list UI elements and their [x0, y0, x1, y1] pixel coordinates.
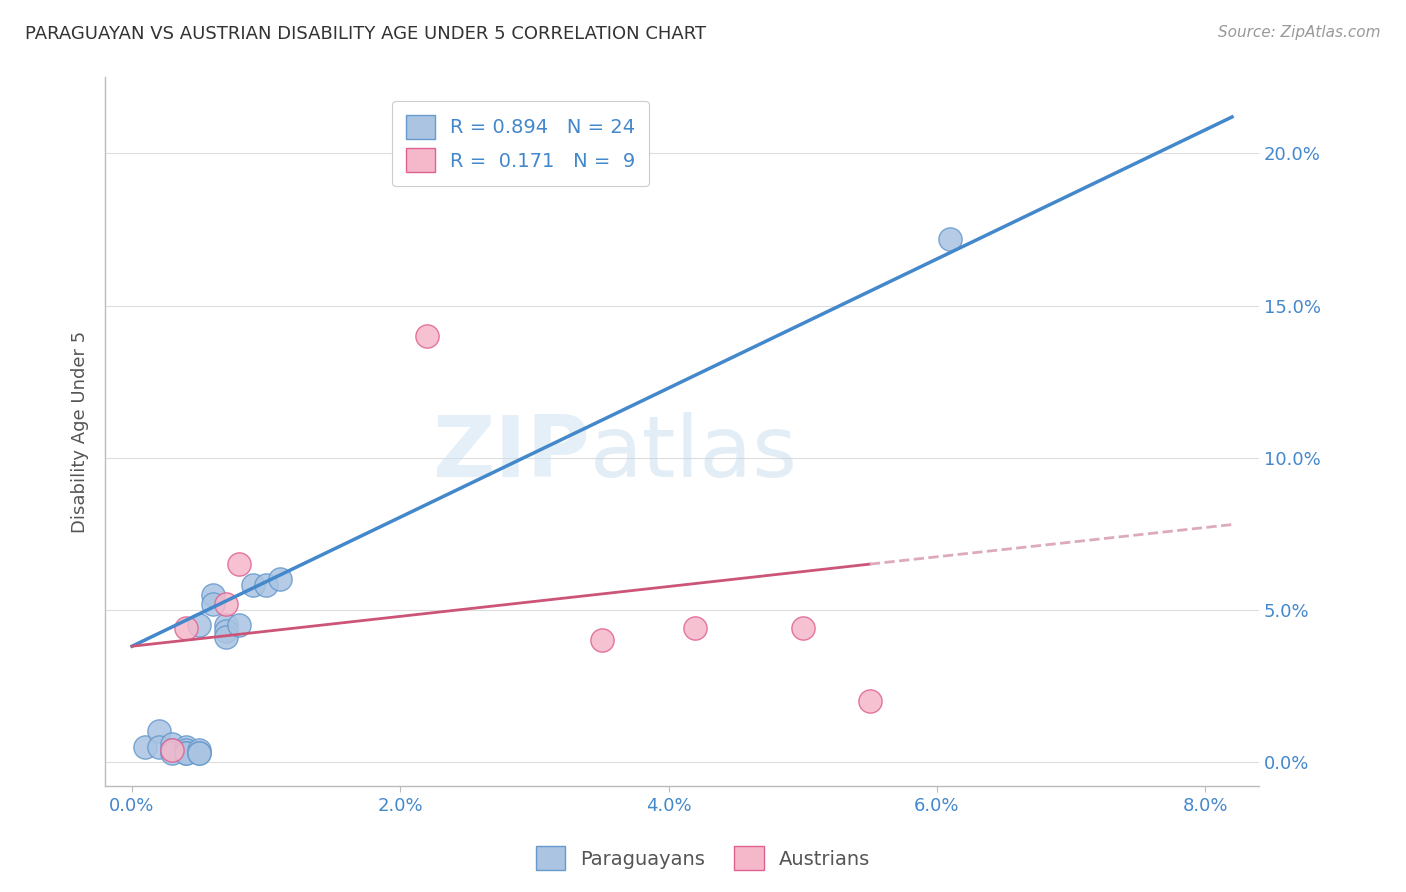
Point — [939, 232, 962, 246]
Point — [174, 746, 197, 760]
Point — [792, 621, 814, 635]
Text: PARAGUAYAN VS AUSTRIAN DISABILITY AGE UNDER 5 CORRELATION CHART: PARAGUAYAN VS AUSTRIAN DISABILITY AGE UN… — [25, 25, 706, 43]
Point — [134, 739, 156, 754]
Point — [188, 618, 211, 632]
Point — [242, 578, 264, 592]
Y-axis label: Disability Age Under 5: Disability Age Under 5 — [72, 331, 89, 533]
Point — [269, 572, 291, 586]
Point — [201, 588, 224, 602]
Point — [174, 621, 197, 635]
Point — [174, 746, 197, 760]
Point — [162, 746, 184, 760]
Legend: R = 0.894   N = 24, R =  0.171   N =  9: R = 0.894 N = 24, R = 0.171 N = 9 — [392, 102, 650, 186]
Point — [162, 742, 184, 756]
Legend: Paraguayans, Austrians: Paraguayans, Austrians — [527, 838, 879, 878]
Point — [148, 724, 170, 739]
Point — [228, 557, 250, 571]
Text: ZIP: ZIP — [432, 411, 589, 494]
Point — [215, 597, 238, 611]
Point — [188, 746, 211, 760]
Point — [215, 630, 238, 644]
Text: Source: ZipAtlas.com: Source: ZipAtlas.com — [1218, 25, 1381, 40]
Point — [188, 746, 211, 760]
Point — [201, 597, 224, 611]
Point — [174, 742, 197, 756]
Point — [859, 694, 882, 708]
Point — [174, 739, 197, 754]
Point — [215, 624, 238, 638]
Point — [215, 618, 238, 632]
Point — [591, 633, 613, 648]
Point — [228, 618, 250, 632]
Point — [148, 739, 170, 754]
Point — [188, 742, 211, 756]
Point — [162, 737, 184, 751]
Point — [685, 621, 707, 635]
Text: atlas: atlas — [589, 411, 797, 494]
Point — [416, 329, 439, 343]
Point — [254, 578, 277, 592]
Point — [162, 742, 184, 756]
